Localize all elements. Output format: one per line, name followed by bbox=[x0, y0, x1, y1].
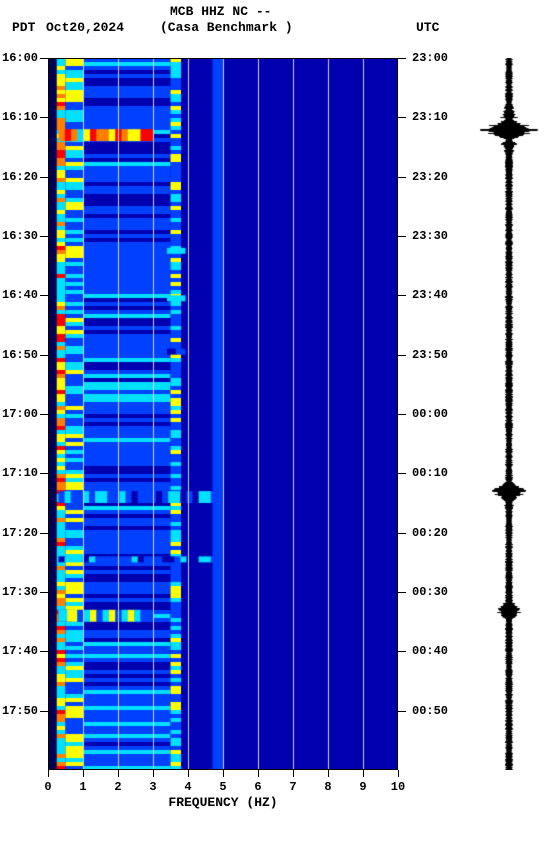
ytick-right: 23:40 bbox=[412, 288, 448, 302]
ytick-left: 17:00 bbox=[2, 407, 38, 421]
xtick: 7 bbox=[289, 780, 296, 794]
ytick-right: 23:00 bbox=[412, 51, 448, 65]
xtick: 9 bbox=[359, 780, 366, 794]
xtick: 6 bbox=[254, 780, 261, 794]
ytick-right: 23:10 bbox=[412, 110, 448, 124]
xtick: 2 bbox=[114, 780, 121, 794]
seismogram-plot bbox=[478, 58, 540, 770]
ytick-left: 17:50 bbox=[2, 704, 38, 718]
ytick-right: 00:10 bbox=[412, 466, 448, 480]
station-title: MCB HHZ NC -- bbox=[170, 4, 271, 19]
xtick: 0 bbox=[44, 780, 51, 794]
spectrogram-plot bbox=[48, 58, 398, 770]
tz-right-label: UTC bbox=[416, 20, 439, 35]
ytick-right: 23:20 bbox=[412, 170, 448, 184]
ytick-left: 16:20 bbox=[2, 170, 38, 184]
ytick-left: 17:40 bbox=[2, 644, 38, 658]
date-label: Oct20,2024 bbox=[46, 20, 124, 35]
y-axis-left: 16:0016:1016:2016:3016:4016:5017:0017:10… bbox=[0, 58, 48, 770]
ytick-right: 00:00 bbox=[412, 407, 448, 421]
xtick: 5 bbox=[219, 780, 226, 794]
ytick-left: 17:20 bbox=[2, 526, 38, 540]
ytick-left: 16:40 bbox=[2, 288, 38, 302]
ytick-right: 00:30 bbox=[412, 585, 448, 599]
ytick-right: 00:50 bbox=[412, 704, 448, 718]
ytick-left: 16:50 bbox=[2, 348, 38, 362]
ytick-right: 00:20 bbox=[412, 526, 448, 540]
ytick-left: 16:00 bbox=[2, 51, 38, 65]
site-title: (Casa Benchmark ) bbox=[160, 20, 293, 35]
ytick-right: 00:40 bbox=[412, 644, 448, 658]
xtick: 4 bbox=[184, 780, 191, 794]
ytick-right: 23:30 bbox=[412, 229, 448, 243]
xtick: 8 bbox=[324, 780, 331, 794]
xtick: 10 bbox=[391, 780, 405, 794]
x-axis-label: FREQUENCY (HZ) bbox=[48, 795, 398, 810]
ytick-left: 16:10 bbox=[2, 110, 38, 124]
ytick-left: 17:30 bbox=[2, 585, 38, 599]
y-axis-right: 23:0023:1023:2023:3023:4023:5000:0000:10… bbox=[398, 58, 458, 770]
tz-left-label: PDT bbox=[12, 20, 35, 35]
xtick: 1 bbox=[79, 780, 86, 794]
xtick: 3 bbox=[149, 780, 156, 794]
ytick-left: 16:30 bbox=[2, 229, 38, 243]
ytick-right: 23:50 bbox=[412, 348, 448, 362]
ytick-left: 17:10 bbox=[2, 466, 38, 480]
